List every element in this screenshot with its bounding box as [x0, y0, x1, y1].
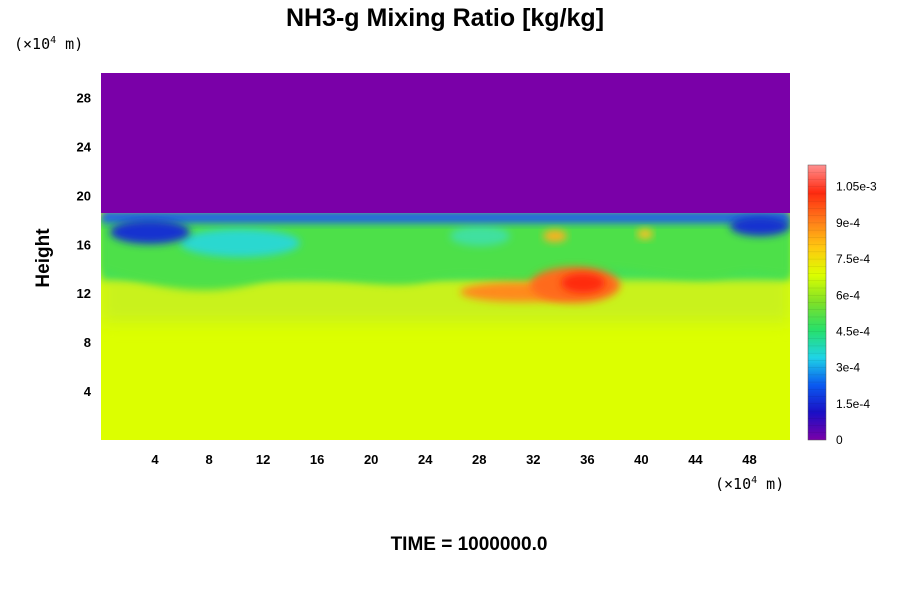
heatmap-field — [101, 73, 790, 440]
red-peak — [561, 273, 605, 293]
x-axis-ticks: 4 8 12 16 20 24 28 32 36 40 44 48 — [151, 452, 756, 467]
colorbar-tick-label: 3e-4 — [836, 361, 860, 375]
y-tick-label: 8 — [84, 335, 91, 350]
colorbar-tick-label: 0 — [836, 433, 843, 447]
y-tick-label: 12 — [77, 286, 91, 301]
x-unit-label: (×104 m) — [715, 475, 784, 493]
blue-patch — [110, 220, 190, 244]
cyan-patch — [180, 229, 300, 257]
x-tick-label: 4 — [151, 452, 159, 467]
x-tick-label: 24 — [418, 452, 433, 467]
y-tick-label: 4 — [84, 384, 92, 399]
x-tick-label: 36 — [580, 452, 594, 467]
chart-title: NH3-g Mixing Ratio [kg/kg] — [286, 4, 604, 32]
x-tick-label: 20 — [364, 452, 378, 467]
blue-patch — [730, 216, 790, 236]
y-tick-label: 24 — [77, 139, 92, 154]
colorbar: 0 1.5e-4 3e-4 4.5e-4 6e-4 7.5e-4 9e-4 1.05e-3 — [807, 164, 877, 447]
x-tick-label: 44 — [688, 452, 703, 467]
x-tick-label: 32 — [526, 452, 540, 467]
y-tick-label: 16 — [77, 237, 91, 252]
colorbar-scale — [807, 164, 827, 441]
colorbar-tick-label: 4.5e-4 — [836, 324, 870, 338]
x-tick-label: 16 — [310, 452, 324, 467]
cyan-patch — [450, 226, 510, 246]
y-unit-label: (×104 m) — [14, 35, 83, 53]
y-axis-label: Height — [33, 228, 54, 288]
x-tick-label: 28 — [472, 452, 486, 467]
x-tick-label: 12 — [256, 452, 270, 467]
orange-spot — [637, 229, 653, 239]
y-tick-label: 20 — [77, 188, 91, 203]
x-tick-label: 48 — [742, 452, 756, 467]
colorbar-tick-label: 1.05e-3 — [836, 180, 877, 194]
x-tick-label: 8 — [205, 452, 212, 467]
x-tick-label: 40 — [634, 452, 648, 467]
y-tick-label: 28 — [77, 90, 91, 105]
colorbar-tick-label: 9e-4 — [836, 216, 860, 230]
y-axis-ticks: 4 8 12 16 20 24 28 — [77, 90, 92, 399]
colorbar-tick-label: 6e-4 — [836, 288, 860, 302]
orange-spot — [543, 230, 567, 242]
blue-edge — [101, 211, 790, 223]
upper-layer — [101, 73, 790, 213]
colorbar-tick-label: 7.5e-4 — [836, 252, 870, 266]
time-label: TIME = 1000000.0 — [391, 534, 548, 555]
colorbar-tick-label: 1.5e-4 — [836, 397, 870, 411]
